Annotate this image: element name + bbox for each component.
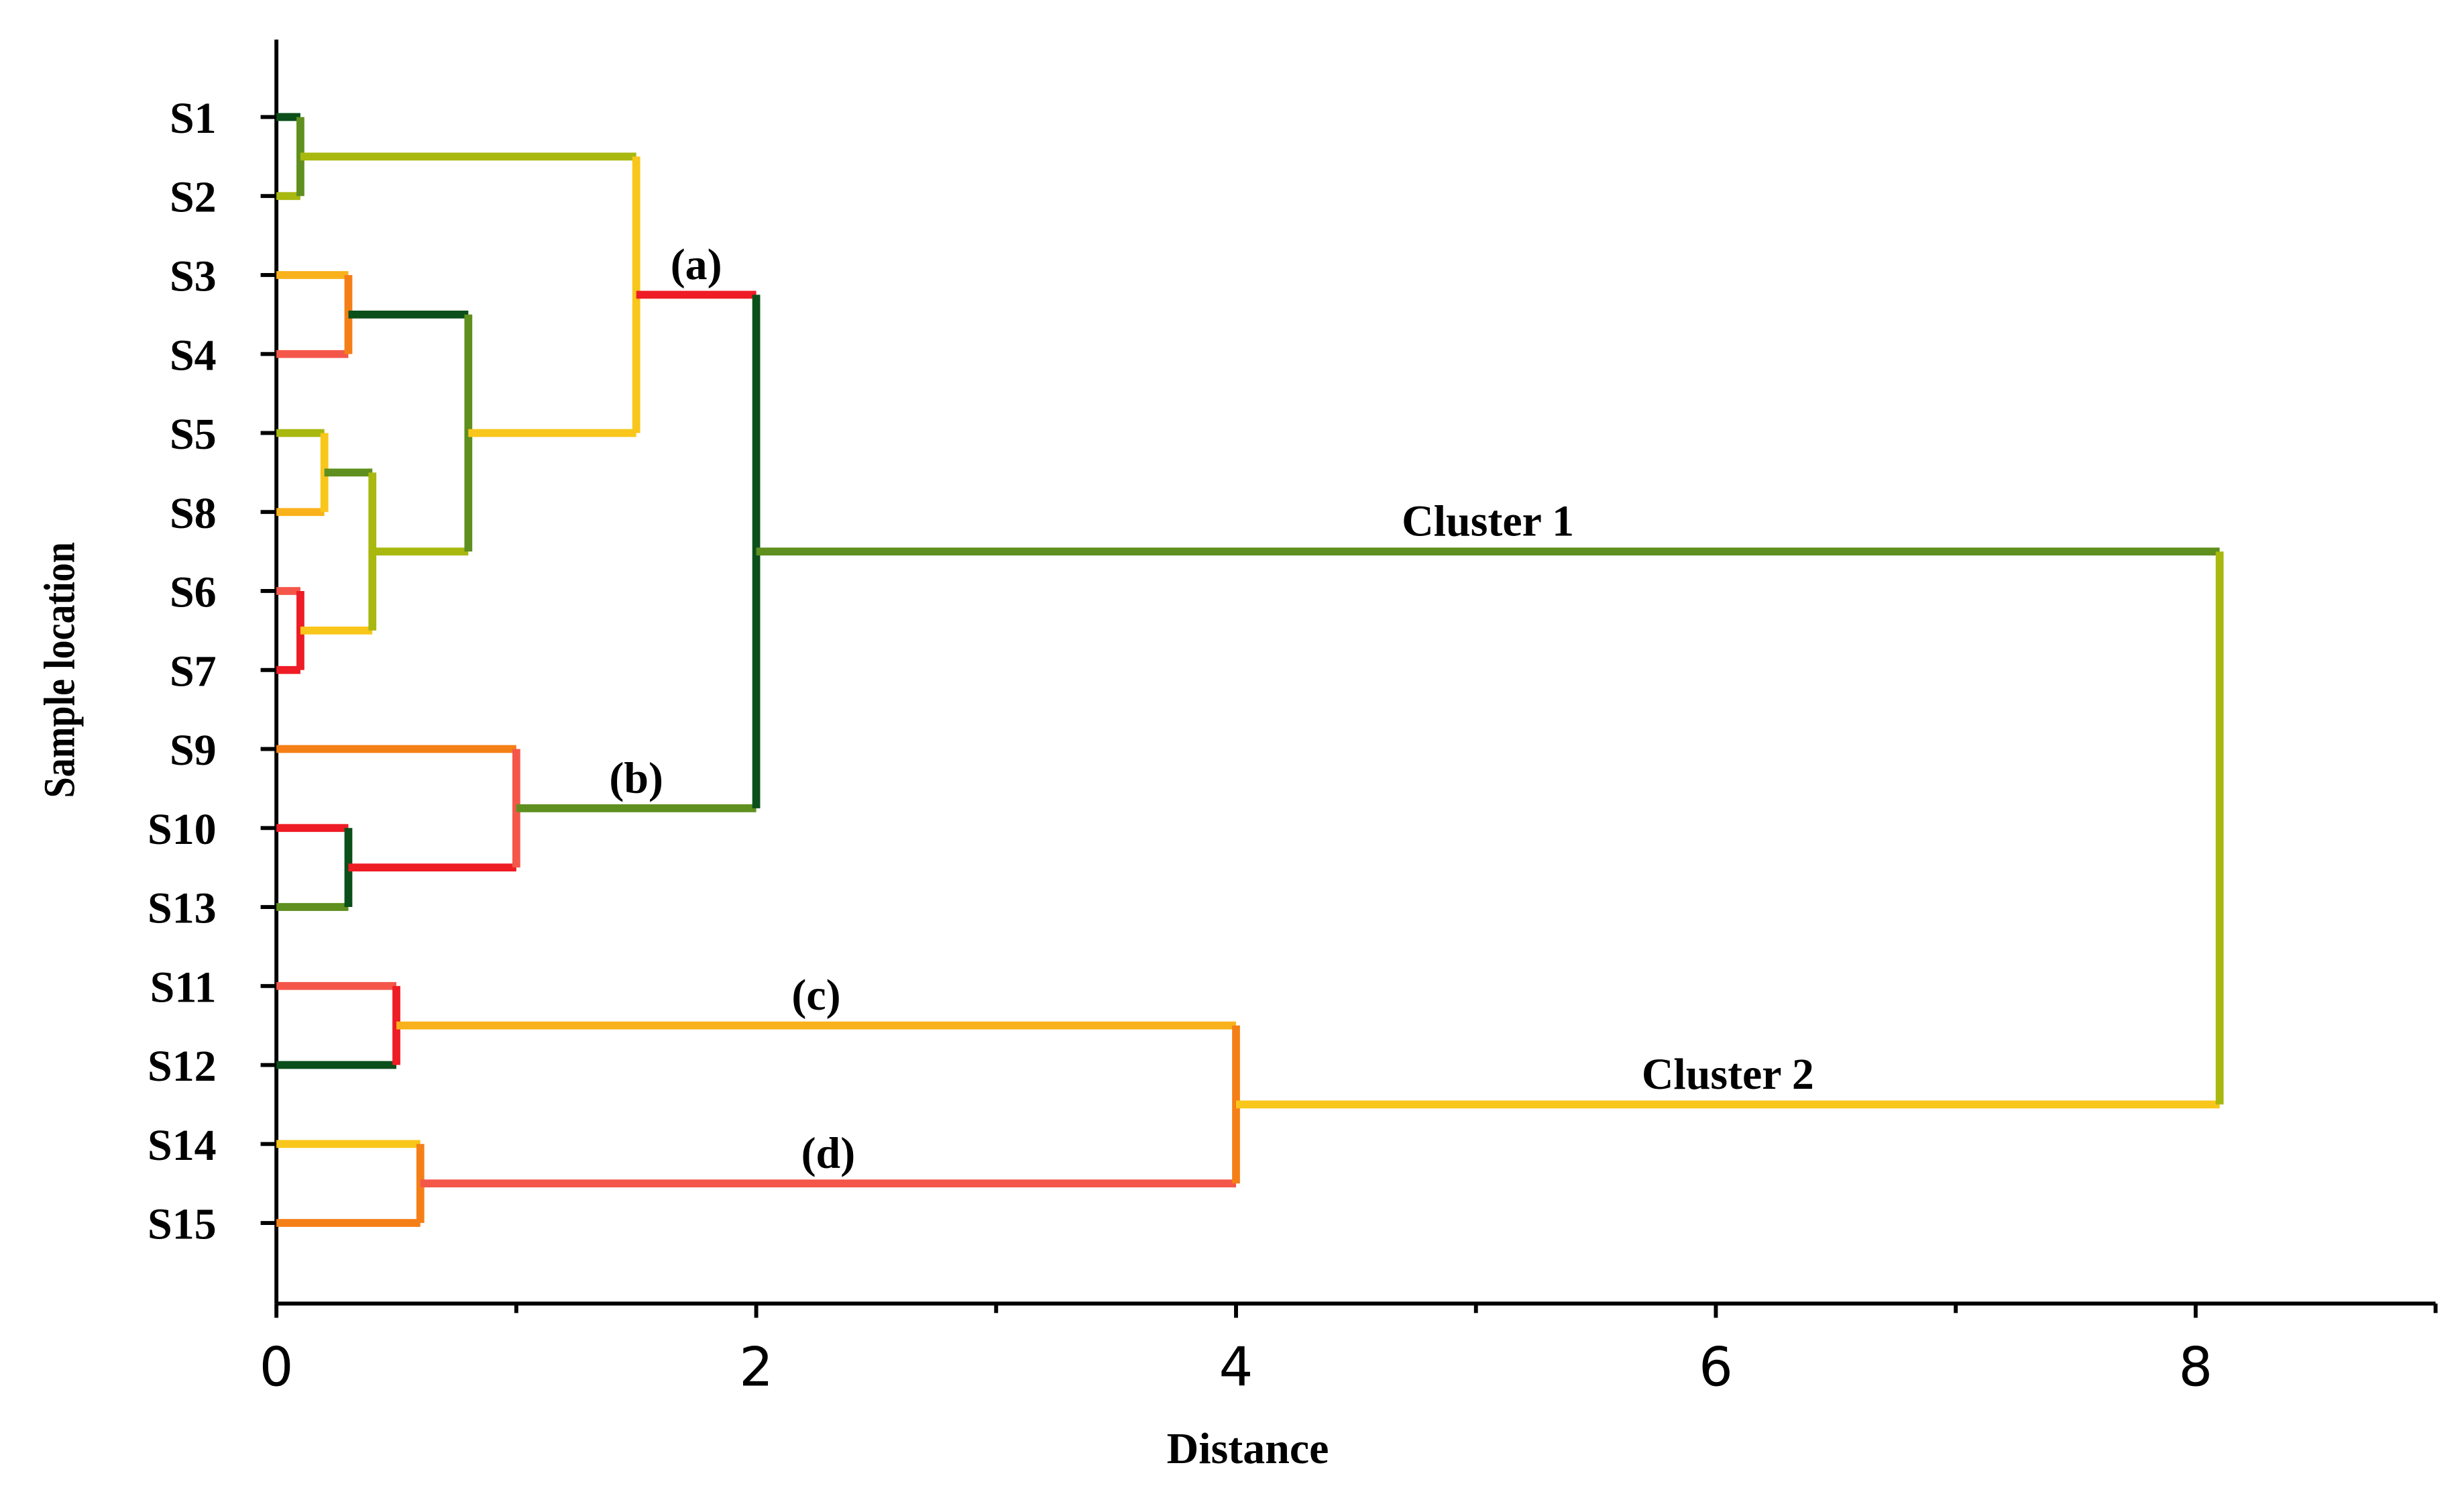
- x-tick-label: 4: [1219, 1336, 1253, 1399]
- cluster-label: Cluster 1: [1402, 497, 1574, 546]
- leaf-label: S5: [170, 410, 217, 459]
- cluster-label: (c): [791, 971, 840, 1020]
- leaf-label: S3: [170, 252, 217, 301]
- leaf-label: S13: [148, 884, 217, 933]
- leaf-label: S12: [148, 1042, 217, 1091]
- leaf-label: S10: [148, 805, 217, 854]
- leaf-label: S2: [170, 173, 217, 222]
- cluster-label: (a): [671, 240, 722, 289]
- cluster-label: (d): [801, 1129, 856, 1178]
- cluster-label: Cluster 2: [1642, 1050, 1814, 1099]
- cluster-label: (b): [609, 753, 663, 802]
- leaf-label: S1: [170, 94, 217, 143]
- x-axis-title: Distance: [1167, 1424, 1329, 1473]
- leaf-label: S8: [170, 489, 217, 538]
- leaf-label: S6: [170, 568, 217, 617]
- leaf-label: S15: [148, 1200, 217, 1249]
- x-tick-label: 8: [2178, 1336, 2213, 1399]
- x-tick-label: 0: [260, 1336, 294, 1399]
- leaf-label: S4: [170, 331, 217, 380]
- leaf-label: S14: [148, 1121, 217, 1170]
- leaf-label: S7: [170, 647, 217, 696]
- y-axis-title: Sample location: [36, 542, 85, 798]
- x-tick-label: 2: [739, 1336, 773, 1399]
- leaf-label: S9: [170, 726, 217, 775]
- leaf-label: S11: [150, 963, 217, 1012]
- x-tick-label: 6: [1699, 1336, 1733, 1399]
